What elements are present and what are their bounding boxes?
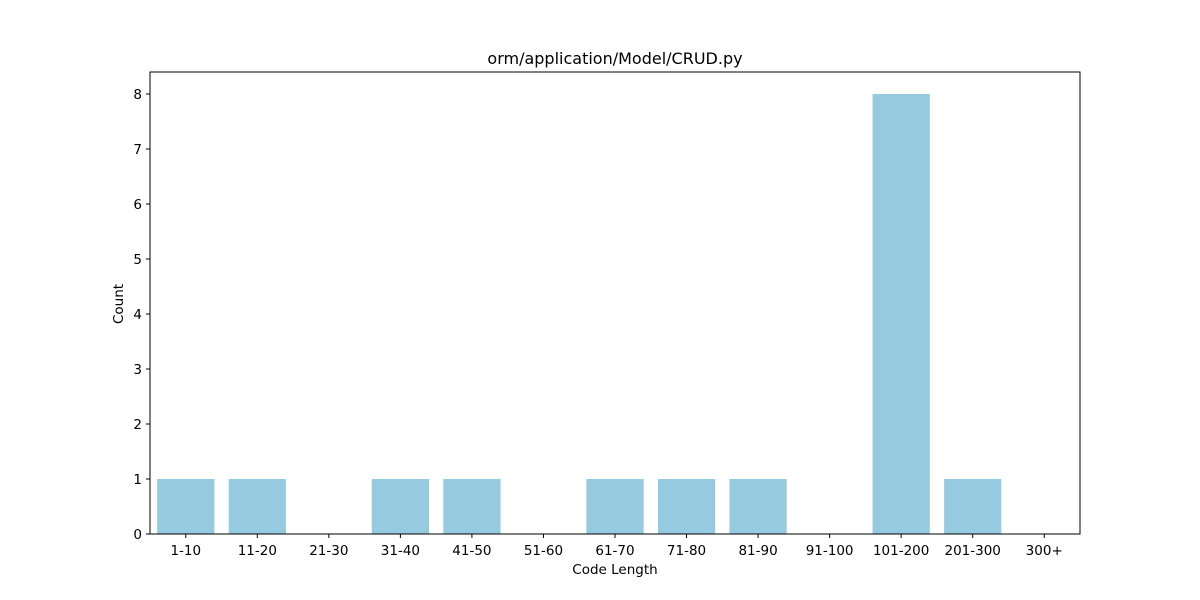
y-tick-label: 7	[133, 142, 142, 158]
x-tick-label: 300+	[1026, 543, 1063, 559]
x-tick-label: 41-50	[452, 543, 491, 559]
bar-101-200	[872, 94, 930, 534]
y-tick-label: 0	[133, 527, 142, 543]
y-tick-label: 1	[133, 472, 142, 488]
x-axis: 1-10 11-20 21-30 31-40 41-50 51-60 61-70 71-80 8…	[170, 534, 1063, 559]
bar-31-40	[371, 479, 429, 534]
x-tick-label: 61-70	[595, 543, 634, 559]
bar-201-300	[944, 479, 1002, 534]
x-tick-label: 31-40	[381, 543, 420, 559]
chart-title: orm/application/Model/CRUD.py	[487, 49, 742, 68]
x-tick-label: 11-20	[238, 543, 277, 559]
bar-1-10	[157, 479, 215, 534]
x-tick-label: 91-100	[806, 543, 854, 559]
y-tick-label: 3	[133, 362, 142, 378]
bar-11-20	[228, 479, 286, 534]
x-tick-label: 21-30	[309, 543, 348, 559]
x-tick-label: 71-80	[667, 543, 706, 559]
x-tick-label: 101-200	[873, 543, 929, 559]
y-tick-label: 2	[133, 417, 142, 433]
bar-61-70	[586, 479, 644, 534]
bar-41-50	[443, 479, 501, 534]
y-axis: 0 1 2 3 4 5 6 7 8	[133, 87, 150, 543]
x-tick-label: 201-300	[944, 543, 1000, 559]
bar-71-80	[657, 479, 716, 534]
y-tick-label: 4	[133, 307, 142, 323]
y-tick-label: 6	[133, 197, 142, 213]
y-tick-label: 5	[133, 252, 142, 268]
x-axis-label: Code Length	[572, 562, 657, 578]
bars-layer	[157, 94, 1002, 534]
x-tick-label: 81-90	[738, 543, 777, 559]
y-axis-label: Count	[111, 284, 127, 324]
bar-81-90	[729, 479, 787, 534]
x-tick-label: 51-60	[524, 543, 563, 559]
x-tick-label: 1-10	[170, 543, 201, 559]
y-tick-label: 8	[133, 87, 142, 103]
